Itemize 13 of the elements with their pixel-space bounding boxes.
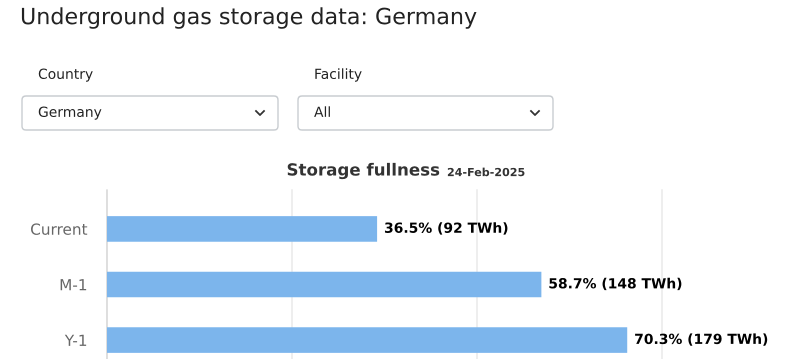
chart-title: Storage fullness	[288, 162, 440, 180]
y-tick-label: M-1	[60, 279, 86, 290]
text: All	[314, 106, 330, 117]
text: Country	[38, 68, 93, 82]
chart-subtitle: 24-Feb-2025	[448, 168, 524, 176]
y-tick-label: Current	[31, 223, 88, 235]
text: Underground gas storage data: Germany	[22, 7, 476, 29]
text: Facility	[315, 68, 362, 82]
y-tick-label: Y-1	[64, 334, 86, 346]
data-label: 58.7% (148 TWh)	[549, 278, 682, 290]
data-label: 70.3% (179 TWh)	[635, 333, 768, 346]
data-label: 36.5% (92 TWh)	[384, 222, 508, 235]
text: Germany	[38, 106, 102, 120]
